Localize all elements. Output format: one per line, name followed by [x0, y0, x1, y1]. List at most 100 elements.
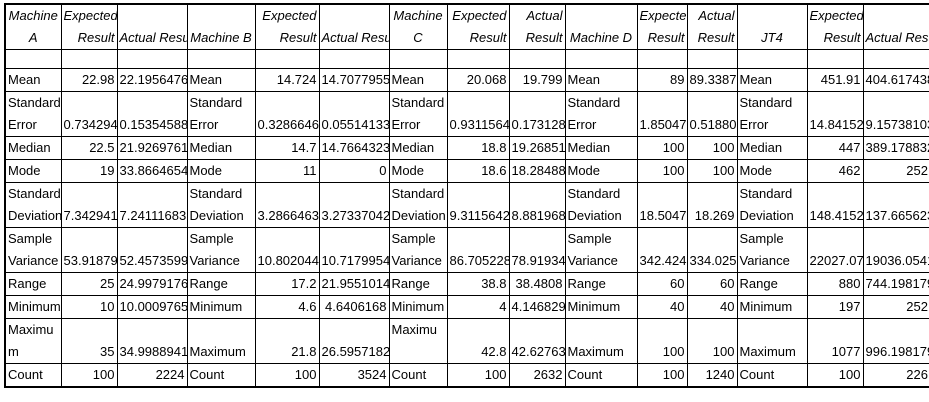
expected-value: 342.4242	[636, 227, 688, 273]
actual-value: 404.617438	[862, 68, 929, 92]
row-label: Range	[186, 272, 256, 296]
actual-value: 18.28488	[508, 159, 566, 183]
expected-value: 0.734294	[60, 91, 118, 137]
row-label: Standard Deviation	[564, 182, 638, 228]
actual-value: 7.24111683	[116, 182, 188, 228]
expected-value: 462	[806, 159, 864, 183]
expected-value: 18.8	[446, 136, 510, 160]
actual-value: 100	[686, 318, 738, 364]
expected-value: 0.93115642	[446, 91, 510, 137]
column-header: Actual Result	[862, 4, 929, 50]
row-label: Minimum	[564, 295, 638, 319]
actual-value: 22.1956476	[116, 68, 188, 92]
expected-value: 53.91879	[60, 227, 118, 273]
column-header: Actual Result	[686, 4, 738, 50]
blank-cell	[254, 49, 320, 69]
column-header: Machine A	[4, 4, 62, 50]
actual-value: 137.665623	[862, 182, 929, 228]
expected-value: 86.7052283	[446, 227, 510, 273]
table-row: Standard Deviation 7.342941 7.24111683 Stand…	[4, 182, 929, 228]
actual-value: 2224	[116, 363, 188, 387]
expected-value: 100	[636, 363, 688, 387]
expected-value: 197	[806, 295, 864, 319]
actual-value: 100	[686, 136, 738, 160]
row-label: Minimum	[736, 295, 808, 319]
row-label: Mode	[736, 159, 808, 183]
expected-value: 100	[254, 363, 320, 387]
row-label: Maximum	[736, 318, 808, 364]
expected-value: 22.5	[60, 136, 118, 160]
actual-value: 21.9551014	[318, 272, 390, 296]
actual-value: 334.0256	[686, 227, 738, 273]
expected-value: 9.31156422	[446, 182, 510, 228]
actual-value: 0.173128	[508, 91, 566, 137]
column-header: JT4	[736, 4, 808, 50]
table-row: Sample Variance 53.91879 52.4573599 Sample Va…	[4, 227, 929, 273]
actual-value: 3524	[318, 363, 390, 387]
actual-value: 4.146829	[508, 295, 566, 319]
row-label: Standard Deviation	[736, 182, 808, 228]
expected-value: 21.8	[254, 318, 320, 364]
row-label: Median	[388, 136, 448, 160]
expected-value: 18.6	[446, 159, 510, 183]
row-label: Mode	[388, 159, 448, 183]
expected-value: 11	[254, 159, 320, 183]
row-label: Count	[186, 363, 256, 387]
row-label: Range	[4, 272, 62, 296]
blank-cell	[508, 49, 566, 69]
actual-value: 996.198179	[862, 318, 929, 364]
blank-cell	[186, 49, 256, 69]
expected-value: 451.91	[806, 68, 864, 92]
blank-cell	[318, 49, 390, 69]
expected-value: 1077	[806, 318, 864, 364]
expected-value: 4.6	[254, 295, 320, 319]
actual-value: 42.62763	[508, 318, 566, 364]
row-label: Range	[564, 272, 638, 296]
row-label: Median	[186, 136, 256, 160]
table-row: Count 100 2224 Count 100 3524 Count 100 2632 Coun…	[4, 363, 929, 387]
table-row: Maximu m 35 34.9988941 Maximum 21.8 26.5957182…	[4, 318, 929, 364]
blank-cell	[564, 49, 638, 69]
expected-value: 19	[60, 159, 118, 183]
actual-value: 52.4573599	[116, 227, 188, 273]
table-row: Mode 19 33.8664654 Mode 11 0 Mode 18.6 18.28488 M…	[4, 159, 929, 183]
row-label: Mean	[186, 68, 256, 92]
actual-value: 0.05514133	[318, 91, 390, 137]
actual-value: 252	[862, 159, 929, 183]
actual-value: 21.9269761	[116, 136, 188, 160]
blank-cell	[116, 49, 188, 69]
row-label: Sample Variance	[736, 227, 808, 273]
table-row: Range 25 24.9979176 Range 17.2 21.9551014 Rang…	[4, 272, 929, 296]
row-label: Median	[564, 136, 638, 160]
expected-value: 880	[806, 272, 864, 296]
row-label: Minimum	[388, 295, 448, 319]
actual-value: 33.8664654	[116, 159, 188, 183]
actual-value: 19.799	[508, 68, 566, 92]
row-label: Count	[4, 363, 62, 387]
row-label: Maximum	[564, 318, 638, 364]
row-label: Mode	[186, 159, 256, 183]
actual-value: 252	[862, 295, 929, 319]
actual-value: 3.27337042	[318, 182, 390, 228]
expected-value: 14.724	[254, 68, 320, 92]
actual-value: 10.7179954	[318, 227, 390, 273]
actual-value: 26.5957182	[318, 318, 390, 364]
row-label: Standard Error	[736, 91, 808, 137]
actual-value: 744.198179	[862, 272, 929, 296]
expected-value: 20.068	[446, 68, 510, 92]
actual-value: 100	[686, 159, 738, 183]
actual-value: 8.881968	[508, 182, 566, 228]
blank-cell	[60, 49, 118, 69]
actual-value: 18.269	[686, 182, 738, 228]
blank-cell	[446, 49, 510, 69]
column-header: Actual Result	[318, 4, 390, 50]
expected-value: 22027.07	[806, 227, 864, 273]
expected-value: 1.850471	[636, 91, 688, 137]
row-label: Range	[388, 272, 448, 296]
column-header: Machine D	[564, 4, 638, 50]
